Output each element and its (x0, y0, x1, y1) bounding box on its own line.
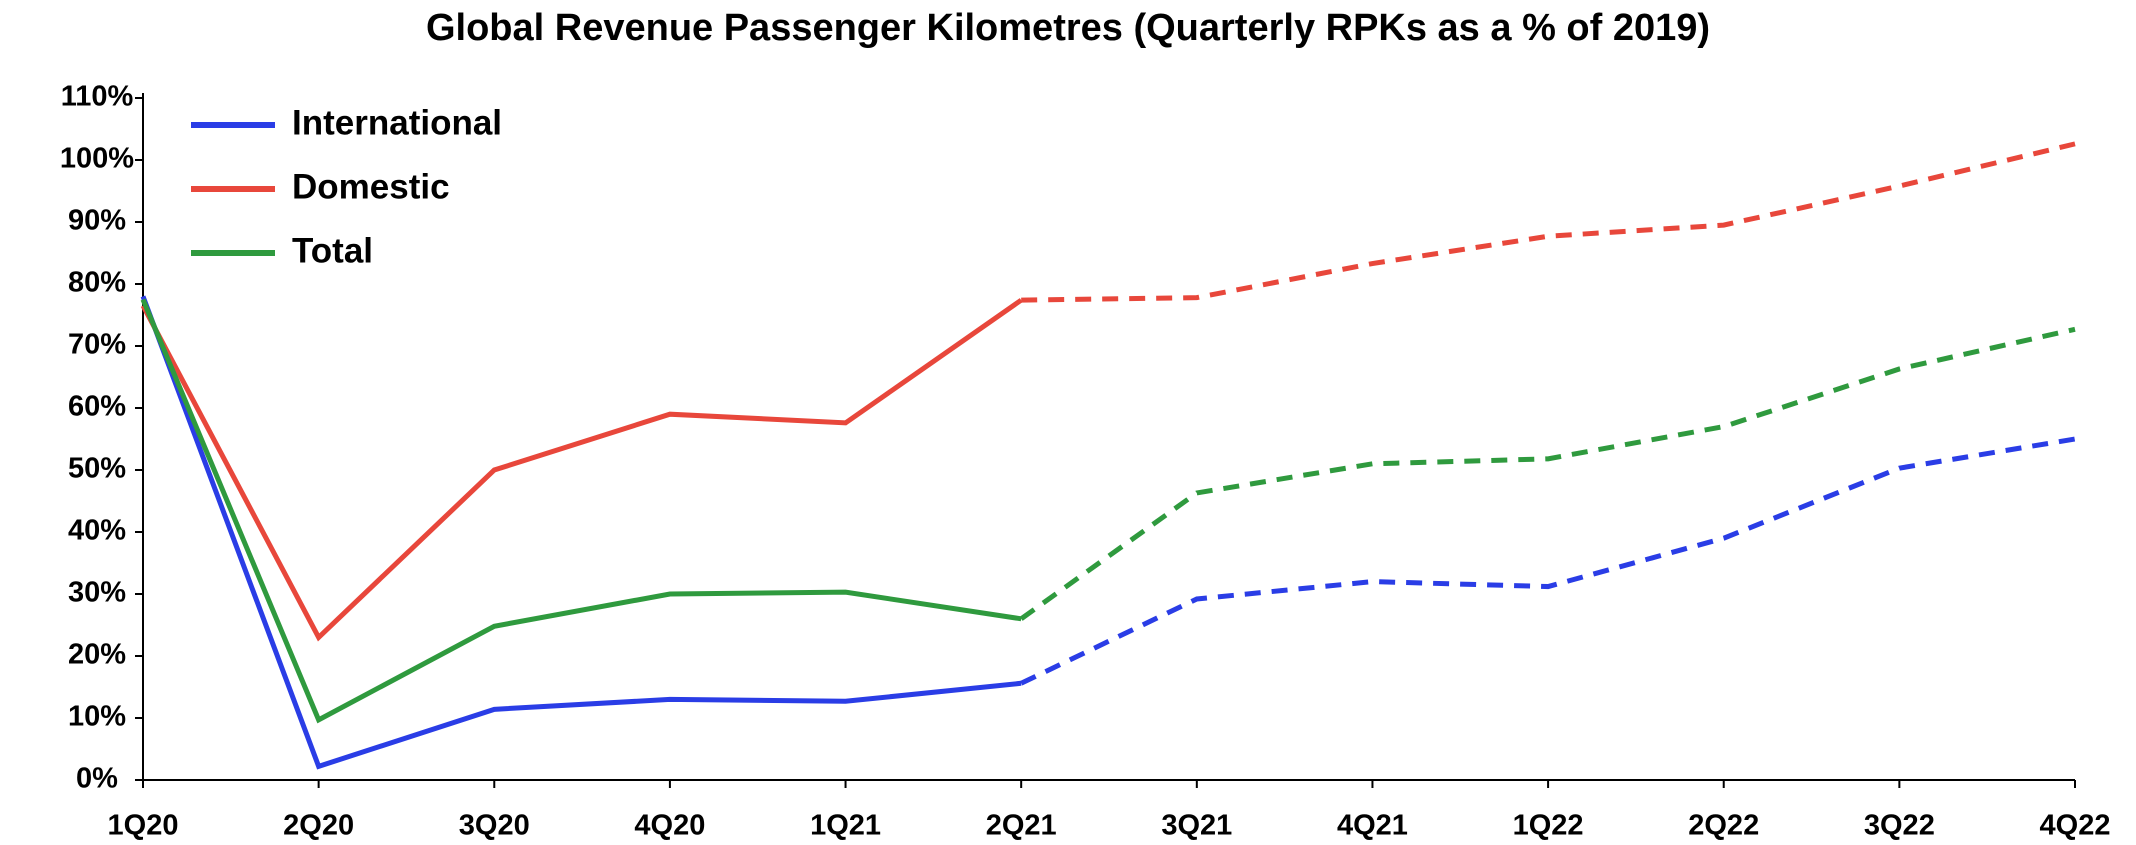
x-tick-label: 2Q21 (986, 810, 1057, 842)
x-tick-label: 4Q21 (1337, 810, 1408, 842)
x-tick-label: 2Q20 (283, 810, 354, 842)
legend-label: Total (292, 231, 373, 270)
x-tick-label: 3Q20 (459, 810, 530, 842)
y-tick-label: 50% (68, 453, 126, 485)
forecast-line (1020, 436, 2076, 686)
x-tick-label: 1Q22 (1513, 810, 1584, 842)
x-tick-label: 3Q21 (1161, 810, 1232, 842)
y-tick-label: 80% (68, 267, 126, 299)
y-tick-label: 110% (61, 81, 134, 113)
y-tick-label: 0% (76, 763, 118, 795)
x-tick-label: 1Q21 (810, 810, 881, 842)
y-tick-label: 70% (68, 329, 126, 361)
x-tick-label: 1Q20 (108, 810, 179, 842)
y-tick-label: 100% (60, 143, 134, 175)
y-tick-label: 90% (68, 205, 126, 237)
legend-label: International (292, 103, 502, 142)
y-tick-label: 20% (68, 639, 126, 671)
series-line (140, 295, 1022, 770)
legend-label: Domestic (292, 167, 450, 206)
x-tick-label: 4Q22 (2040, 810, 2111, 842)
series-line (140, 298, 1022, 724)
forecast-line (1019, 326, 2076, 621)
forecast-line (1021, 141, 2076, 303)
series-line (140, 298, 1023, 642)
y-tick-label: 40% (68, 515, 126, 547)
x-tick-label: 4Q20 (634, 810, 705, 842)
chart-title: Global Revenue Passenger Kilometres (Qua… (426, 7, 1710, 49)
x-tick-label: 2Q22 (1688, 810, 1759, 842)
y-tick-label: 30% (68, 577, 126, 609)
y-tick-label: 60% (68, 391, 126, 423)
y-tick-label: 10% (68, 701, 126, 733)
x-tick-label: 3Q22 (1864, 810, 1935, 842)
